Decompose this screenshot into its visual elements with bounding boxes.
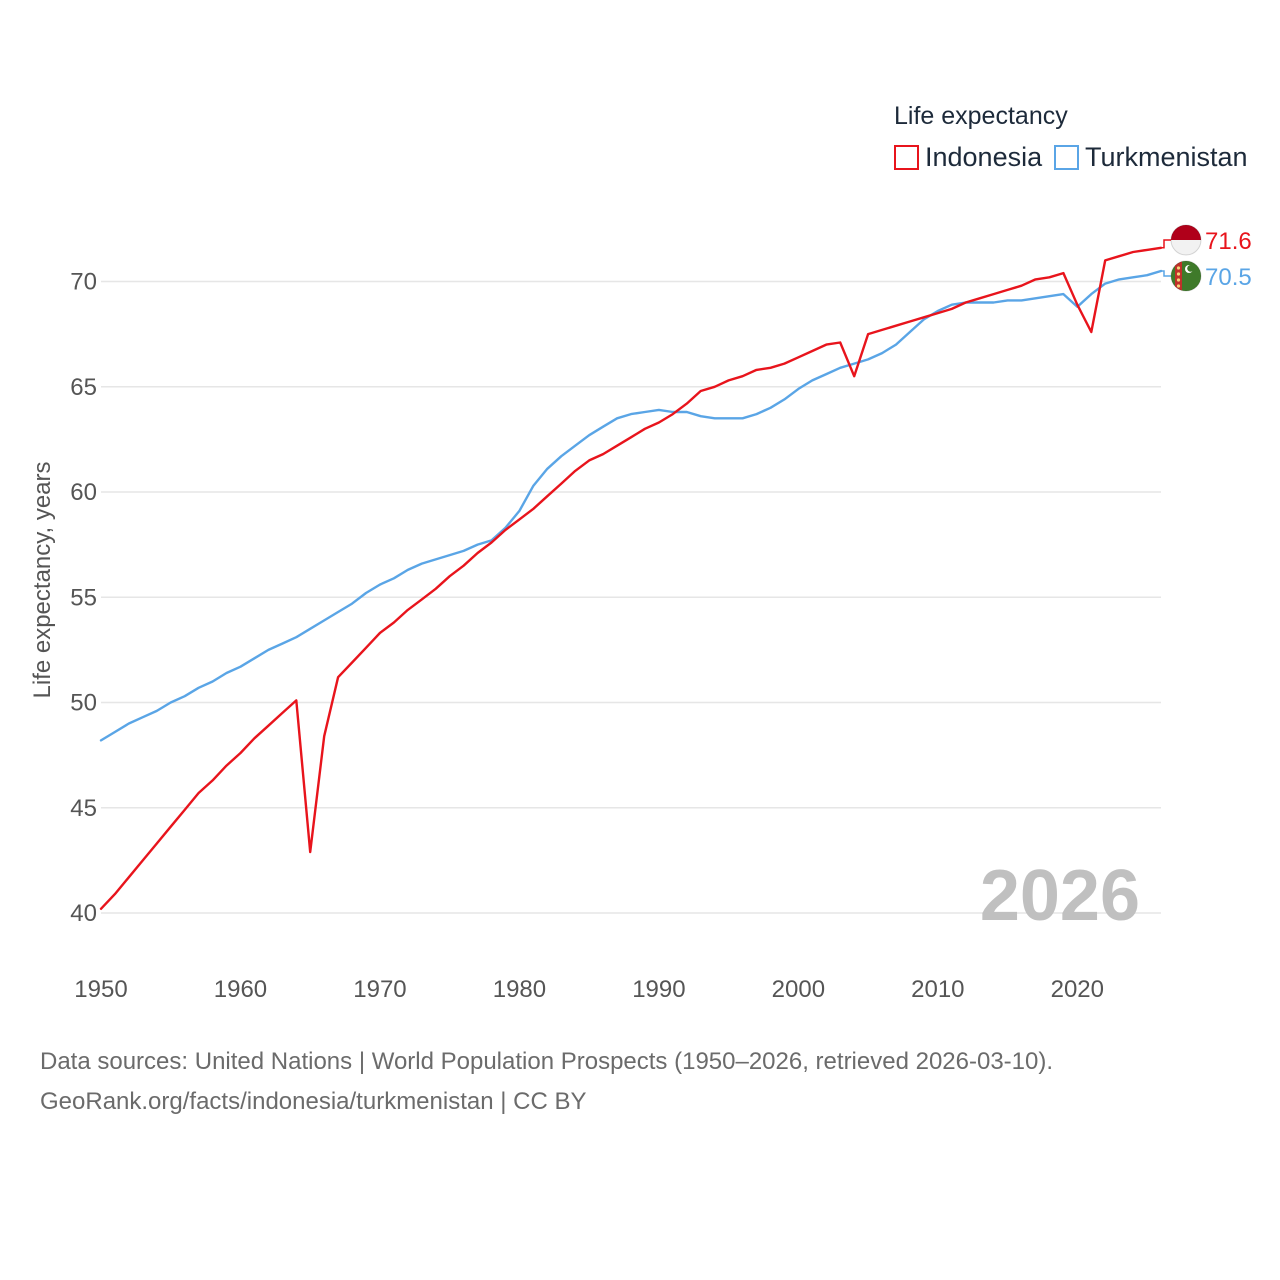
legend-swatch-indonesia [894, 145, 919, 170]
x-tick-2000: 2000 [772, 976, 825, 1003]
grid-lines [101, 280, 1161, 914]
x-axis-ticks: 1950 1960 1970 1980 1990 2000 2010 2020 [74, 976, 1104, 1003]
legend-item-turkmenistan[interactable]: Turkmenistan [1054, 142, 1248, 172]
data-sources-text: Data sources: United Nations | World Pop… [40, 1048, 1054, 1075]
legend-item-indonesia[interactable]: Indonesia [894, 142, 1043, 172]
x-tick-1960: 1960 [214, 976, 267, 1003]
x-tick-1970: 1970 [353, 976, 406, 1003]
end-markers: 71.6 70.5 [1161, 224, 1252, 292]
y-tick-40: 40 [70, 900, 97, 927]
legend-label-turkmenistan: Turkmenistan [1085, 142, 1248, 172]
y-tick-50: 50 [70, 690, 97, 717]
turkmenistan-flag-icon [1161, 260, 1202, 292]
end-label-indonesia: 71.6 [1205, 228, 1252, 255]
legend-label-indonesia: Indonesia [925, 142, 1043, 172]
series-line-indonesia [99, 246, 1163, 910]
footer: Data sources: United Nations | World Pop… [40, 1042, 1260, 1122]
x-tick-1980: 1980 [493, 976, 546, 1003]
legend-swatch-turkmenistan [1054, 145, 1079, 170]
y-tick-60: 60 [70, 479, 97, 506]
x-tick-2010: 2010 [911, 976, 964, 1003]
y-axis-ticks: 40 45 50 55 60 65 70 [70, 269, 97, 928]
x-tick-2020: 2020 [1051, 976, 1104, 1003]
y-tick-55: 55 [70, 584, 97, 611]
y-tick-65: 65 [70, 374, 97, 401]
indonesia-flag-icon [1161, 224, 1202, 256]
end-label-turkmenistan: 70.5 [1205, 264, 1252, 291]
y-tick-45: 45 [70, 795, 97, 822]
y-axis-label: Life expectancy, years [29, 461, 56, 698]
current-year-label: 2026 [980, 856, 1140, 936]
attribution-link[interactable]: GeoRank.org/facts/indonesia/turkmenistan… [40, 1088, 587, 1115]
y-tick-70: 70 [70, 269, 97, 296]
legend-title: Life expectancy [894, 102, 1068, 130]
series-lines [99, 246, 1163, 910]
series-line-turkmenistan [99, 269, 1163, 742]
x-tick-1990: 1990 [632, 976, 685, 1003]
x-tick-1950: 1950 [74, 976, 127, 1003]
legend[interactable]: Life expectancy Indonesia Turkmenistan [894, 102, 1248, 172]
